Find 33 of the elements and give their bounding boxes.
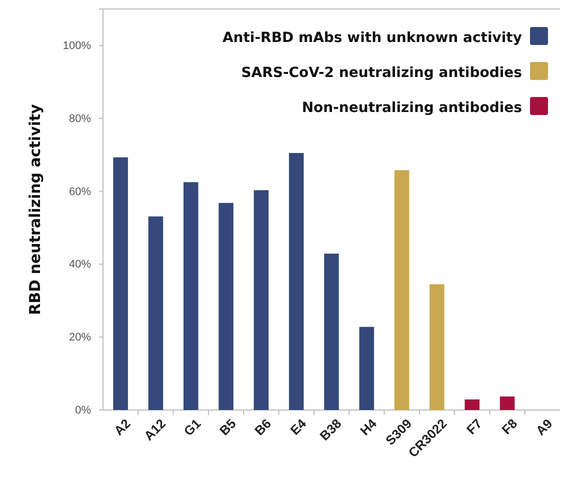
x-tick-label: B38	[316, 416, 344, 444]
bar	[254, 190, 269, 410]
x-tick-label: B5	[216, 416, 239, 438]
bar	[500, 396, 515, 410]
bar	[113, 157, 128, 410]
bar	[324, 254, 339, 410]
bar	[288, 152, 304, 410]
x-tick-label: G1	[180, 416, 204, 439]
x-tick-label: A9	[532, 416, 556, 438]
x-tick-label: A12	[141, 416, 169, 444]
y-tick-label: 40%	[68, 258, 92, 271]
bar	[464, 399, 480, 410]
x-tick-label: F8	[498, 416, 520, 438]
y-tick-label: 20%	[68, 332, 92, 344]
bar	[430, 284, 444, 410]
bar	[184, 182, 198, 410]
y-tick-label: 60%	[68, 186, 92, 198]
x-tick-label: A2	[111, 416, 134, 438]
legend-label: Non-neutralizing antibodies	[302, 100, 522, 116]
x-tick-label: B6	[252, 416, 274, 438]
y-tick-label: 100%	[62, 40, 92, 52]
bar	[218, 202, 234, 410]
y-tick-label: 0%	[75, 404, 92, 417]
bar	[148, 216, 164, 410]
legend-label: SARS-CoV-2 neutralizing antibodies	[241, 65, 522, 81]
x-tick-label: E4	[287, 415, 310, 438]
x-tick-label: H4	[357, 415, 380, 438]
y-axis-title: RBD neutralizing activity	[26, 104, 44, 315]
legend-label: Anti-RBD mAbs with unknown activity	[222, 30, 522, 46]
x-tick-label: F7	[464, 416, 485, 438]
y-tick-label: 80%	[68, 112, 92, 125]
bar	[394, 170, 410, 410]
bar	[359, 326, 374, 410]
